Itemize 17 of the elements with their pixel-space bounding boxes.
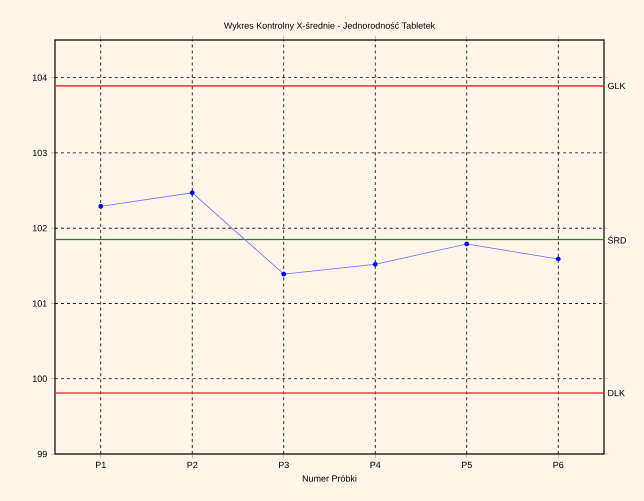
x-tick-label: P1 [96, 462, 106, 468]
x-tick-label: P4 [370, 462, 380, 468]
y-tick-label: 104 [32, 74, 47, 81]
y-tick-label: 101 [32, 300, 47, 307]
x-tick-label: P3 [279, 462, 289, 468]
y-tick-label: 103 [32, 150, 47, 156]
x-tick-label: P2 [188, 462, 198, 468]
y-tick-label: 102 [32, 225, 47, 232]
y-tick-label: 99 [38, 450, 47, 458]
ref-line-label: GLK [608, 82, 626, 90]
x-tick-label: P5 [462, 462, 472, 468]
y-tick-label: 100 [32, 376, 47, 382]
x-axis-title: Numer Próbki [302, 474, 356, 482]
chart-title: Wykres Kontrolny X-średnie - Jednorodność Tabletek [224, 22, 436, 30]
ref-line-label: ŚRD [608, 235, 626, 244]
x-tick-label: P6 [554, 462, 564, 468]
ref-line-label: DLK [608, 390, 625, 396]
